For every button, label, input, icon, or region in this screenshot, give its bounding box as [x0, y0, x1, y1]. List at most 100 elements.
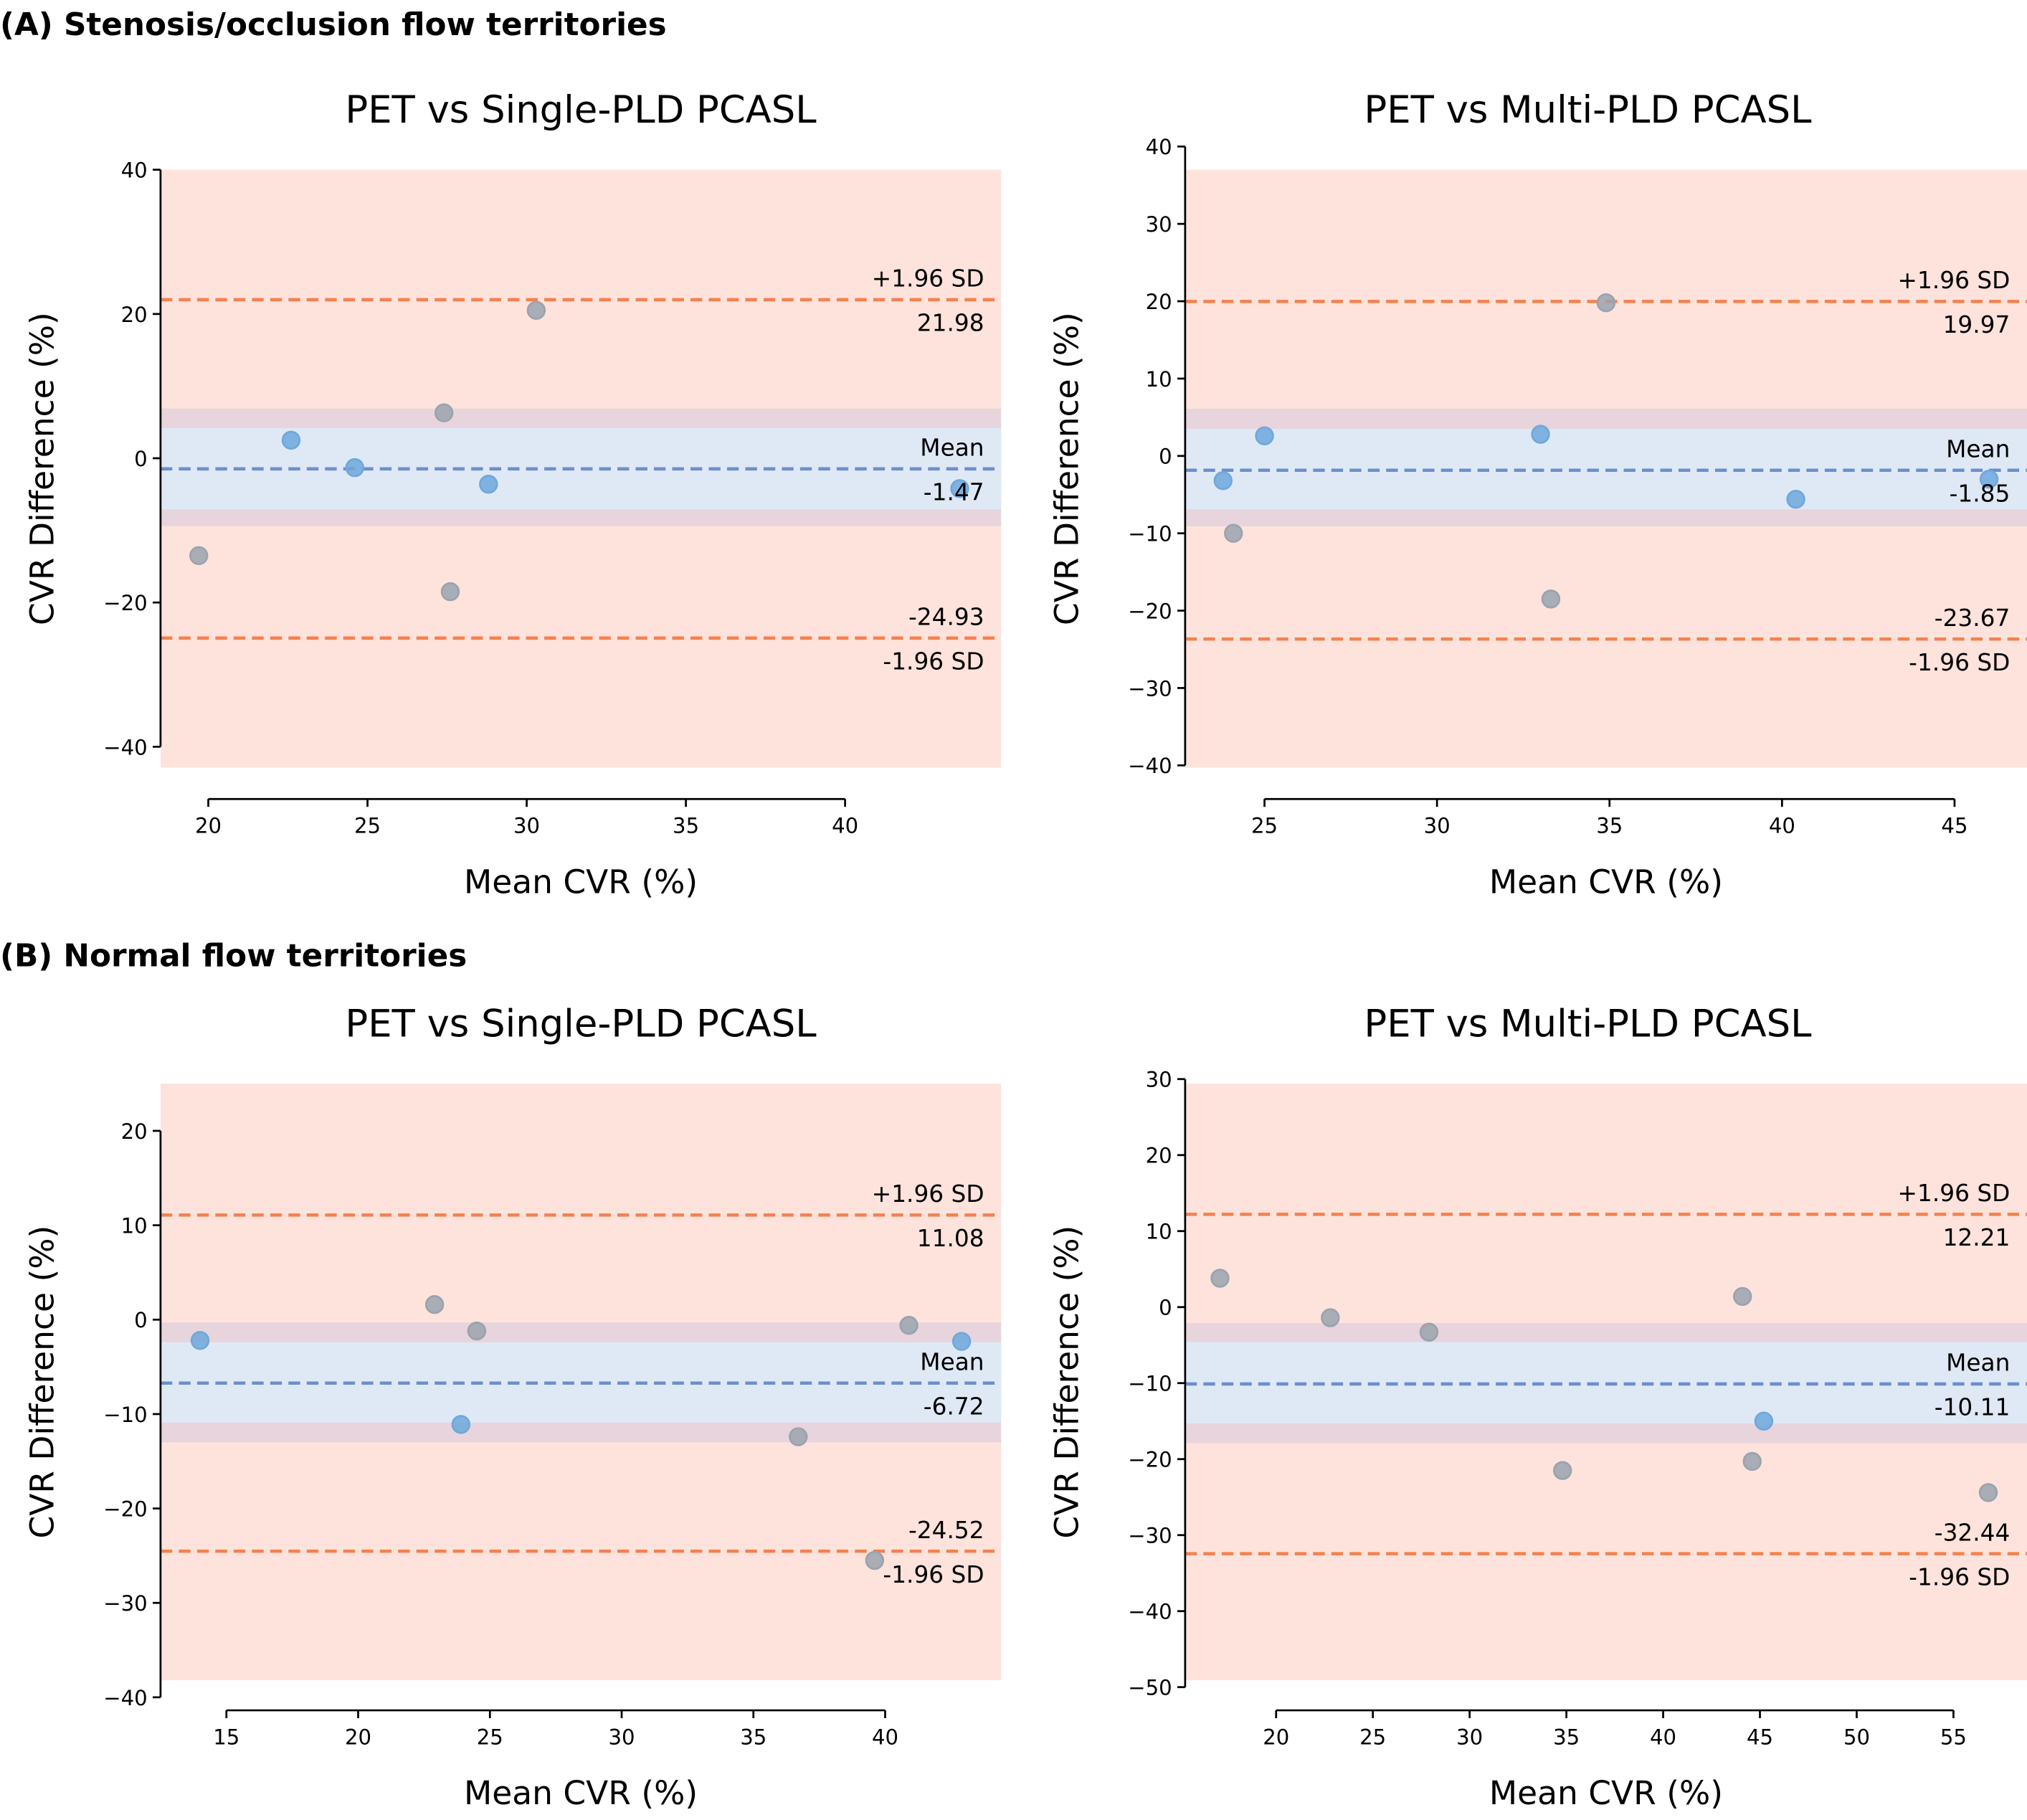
data-point: [1596, 293, 1616, 313]
y-tick-label: −40: [103, 735, 147, 759]
data-point: [899, 1315, 918, 1335]
x-tick-label: 20: [195, 814, 222, 838]
lower-loa-value: -24.93: [908, 604, 984, 631]
x-tick-label: 20: [1263, 1725, 1289, 1749]
x-tick-label: 45: [1941, 814, 1967, 838]
y-tick-label: 0: [134, 447, 148, 471]
y-tick-label: −40: [1128, 1600, 1172, 1624]
data-point: [1978, 1483, 1998, 1502]
y-tick-label: 20: [121, 1119, 148, 1144]
y-tick-label: −30: [103, 1591, 147, 1616]
data-point: [865, 1550, 885, 1570]
x-tick-label: 20: [345, 1725, 371, 1749]
panel-2: +1.96 SD 11.08 Mean -6.72 -24.52 -1.96 SD −40 −…: [24, 1003, 1002, 1812]
x-tick-label: 40: [1769, 814, 1795, 838]
lower-loa-value: -24.52: [908, 1517, 984, 1544]
panel-1: +1.96 SD 19.97 Mean -1.85 -23.67 -1.96 SD −40 −…: [1048, 88, 2027, 901]
x-tick-label: 25: [477, 1725, 503, 1749]
y-tick-label: 30: [1146, 1068, 1172, 1092]
y-tick-label: −30: [1128, 676, 1172, 701]
x-axis-label: Mean CVR (%): [464, 1774, 698, 1812]
x-axis-label: Mean CVR (%): [1489, 863, 1723, 901]
data-point: [1786, 490, 1805, 509]
x-tick-label: 35: [1553, 1725, 1580, 1749]
x-tick-label: 30: [1456, 1725, 1483, 1749]
y-tick-label: −20: [1128, 1448, 1172, 1472]
data-point: [1419, 1322, 1439, 1342]
panel-0: +1.96 SD 21.98 Mean -1.47 -24.93 -1.96 SD −40 −…: [24, 88, 1002, 901]
data-point: [1541, 589, 1561, 609]
data-point: [345, 458, 364, 478]
y-tick-label: −20: [103, 1497, 147, 1522]
data-point: [281, 430, 301, 450]
data-point: [190, 1331, 210, 1350]
data-point: [1531, 425, 1550, 444]
lower-loa-label: -1.96 SD: [1909, 1563, 2010, 1591]
y-tick-label: 0: [1159, 445, 1172, 469]
y-tick-label: −40: [1128, 754, 1172, 778]
data-point: [424, 1295, 445, 1314]
panel-title: PET vs Multi-PLD PCASL: [1364, 1003, 1812, 1046]
y-tick-label: −20: [103, 591, 147, 615]
mean-label: Mean: [1946, 1350, 2010, 1377]
data-point: [951, 1332, 972, 1351]
y-tick-label: −10: [1128, 1372, 1172, 1396]
x-tick-label: 25: [354, 814, 381, 838]
data-point: [440, 582, 460, 602]
upper-loa-label: +1.96 SD: [872, 265, 984, 293]
x-tick-label: 40: [832, 814, 858, 838]
mean-label: Mean: [920, 435, 984, 462]
y-tick-label: −20: [1128, 599, 1172, 623]
x-tick-label: 35: [1596, 814, 1623, 838]
x-axis-label: Mean CVR (%): [1489, 1774, 1723, 1812]
y-axis-label: CVR Difference (%): [1048, 1226, 1086, 1539]
panel-title: PET vs Single-PLD PCASL: [345, 88, 817, 132]
y-axis-label: CVR Difference (%): [24, 1226, 62, 1539]
y-tick-label: 0: [1159, 1296, 1172, 1320]
x-tick-label: 30: [513, 814, 540, 838]
lower-loa-label: -1.96 SD: [883, 1561, 984, 1588]
x-tick-label: 30: [608, 1725, 635, 1749]
x-axis-label: Mean CVR (%): [464, 863, 698, 901]
data-point: [434, 403, 454, 422]
upper-loa-label: +1.96 SD: [872, 1180, 984, 1208]
y-tick-label: −50: [1128, 1676, 1172, 1700]
data-point: [1733, 1286, 1752, 1307]
y-tick-label: 10: [1146, 1220, 1172, 1244]
data-point: [467, 1321, 487, 1341]
y-tick-label: −40: [103, 1686, 147, 1710]
y-tick-label: 40: [121, 158, 148, 183]
y-axis-label: CVR Difference (%): [1048, 312, 1086, 625]
y-tick-label: 20: [1146, 290, 1172, 314]
panel-title: PET vs Multi-PLD PCASL: [1364, 88, 1812, 132]
data-point: [1979, 469, 1999, 489]
x-tick-label: 40: [1650, 1725, 1676, 1749]
y-tick-label: 20: [121, 303, 148, 327]
mean-label: Mean: [1946, 436, 2010, 463]
y-axis-label: CVR Difference (%): [24, 312, 62, 625]
x-tick-label: 50: [1843, 1725, 1870, 1749]
upper-loa-label: +1.96 SD: [1898, 267, 2011, 294]
data-point: [1553, 1461, 1572, 1480]
y-tick-label: 30: [1146, 212, 1172, 237]
upper-loa-value: 11.08: [917, 1225, 984, 1252]
data-point: [526, 300, 546, 321]
y-tick-label: −30: [1128, 1524, 1172, 1548]
lower-loa-label: -1.96 SD: [1909, 649, 2010, 676]
data-point: [451, 1415, 471, 1434]
upper-loa-value: 19.97: [1943, 311, 2011, 338]
section-title-b: (B) Normal flow territories: [0, 937, 467, 974]
x-tick-label: 25: [1359, 1725, 1386, 1749]
data-point: [1213, 471, 1233, 490]
x-tick-label: 35: [740, 1725, 766, 1749]
data-point: [479, 475, 498, 494]
data-point: [1255, 426, 1274, 445]
y-tick-label: 10: [1146, 367, 1172, 392]
mean-label: Mean: [920, 1349, 984, 1376]
data-point: [1742, 1451, 1762, 1471]
data-point: [1754, 1411, 1774, 1431]
mean-value: -10.11: [1935, 1394, 2011, 1421]
data-point: [189, 546, 209, 566]
data-point: [950, 479, 969, 498]
